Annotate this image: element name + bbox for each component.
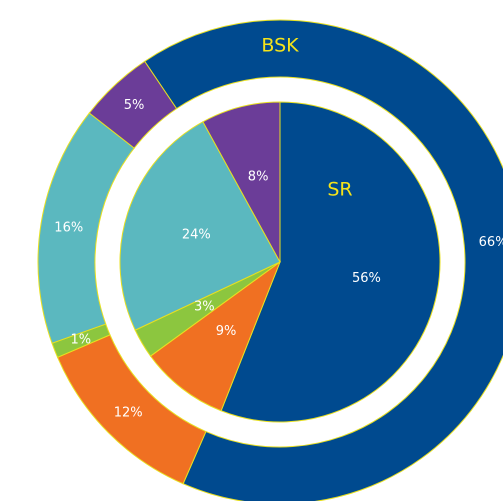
pie-segment xyxy=(149,260,282,412)
value-label: 8% xyxy=(248,169,269,184)
inner-title: SR xyxy=(327,179,352,201)
pie-segment xyxy=(143,19,503,501)
value-label: 56% xyxy=(352,271,381,286)
pie-segment xyxy=(119,121,281,331)
value-label: 5% xyxy=(124,98,145,113)
value-label: 12% xyxy=(114,405,143,420)
pie-segment xyxy=(202,101,281,263)
value-label: 3% xyxy=(194,299,215,314)
pie-segment xyxy=(88,60,178,149)
value-label: 16% xyxy=(54,220,83,235)
value-label: 9% xyxy=(216,324,237,339)
value-label: 1% xyxy=(70,333,91,348)
value-label: 66% xyxy=(479,235,503,250)
value-label: 24% xyxy=(182,227,211,242)
pie-segment xyxy=(37,112,135,344)
outer-title: BSK xyxy=(261,35,299,57)
pie-segment xyxy=(220,101,441,423)
